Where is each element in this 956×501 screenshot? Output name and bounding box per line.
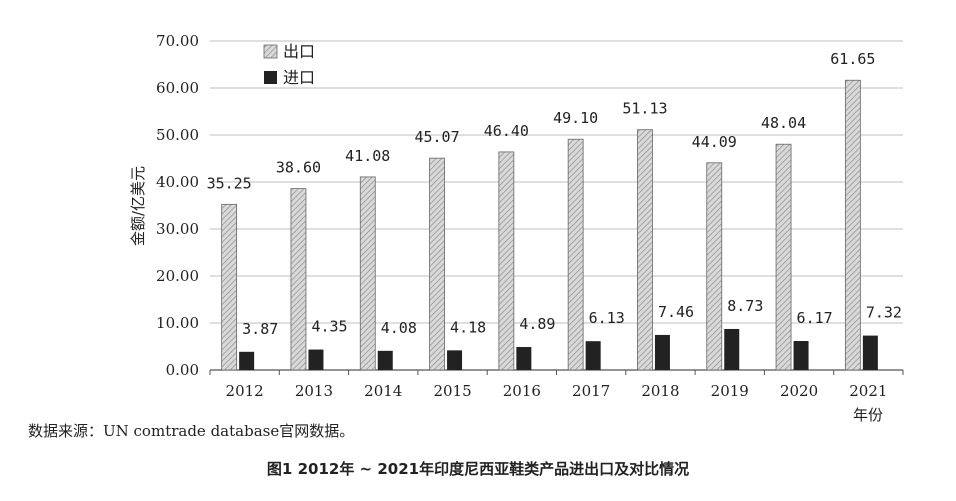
bar-import-2012 xyxy=(239,351,255,370)
data-label-import-2019: 8.73 xyxy=(727,297,763,315)
data-label-export-2019: 44.09 xyxy=(692,133,737,151)
bar-export-2013 xyxy=(290,188,307,371)
bar-import-2016 xyxy=(516,347,532,370)
bar-export-2015 xyxy=(429,157,445,371)
legend: 出口 进口 xyxy=(263,42,315,87)
source-note: 数据来源：UN comtrade database官网数据。 xyxy=(28,422,355,440)
grid-lines xyxy=(210,40,903,324)
bar-import-2013 xyxy=(308,349,324,370)
data-label-import-2015: 4.18 xyxy=(450,318,486,336)
y-tick-label: 40.00 xyxy=(156,173,199,191)
y-tick-label: 10.00 xyxy=(156,314,199,332)
y-tick-label: 0.00 xyxy=(166,361,199,379)
bar-export-2014 xyxy=(359,176,376,371)
bar-export-2018 xyxy=(637,129,653,371)
data-label-export-2017: 49.10 xyxy=(553,109,598,127)
data-label-import-2013: 4.35 xyxy=(311,318,347,336)
data-labels: 35.25 3.87 38.60 4.35 41.08 4.08 45.07 4.18 46.4… xyxy=(207,50,902,338)
bar-import-2018 xyxy=(654,334,670,370)
data-label-import-2014: 4.08 xyxy=(381,319,417,337)
figure-caption: 图1 2012年 ~ 2021年印度尼西亚鞋类产品进出口及对比情况 xyxy=(266,460,690,478)
data-label-export-2012: 35.25 xyxy=(207,174,252,192)
y-tick-label: 70.00 xyxy=(156,32,199,50)
y-tick-label: 30.00 xyxy=(156,220,199,238)
x-tick-label: 2012 xyxy=(226,382,264,400)
data-label-import-2016: 4.89 xyxy=(519,315,555,333)
data-label-import-2021: 7.32 xyxy=(866,304,902,322)
data-label-import-2020: 6.17 xyxy=(797,309,833,327)
legend-swatch-import xyxy=(264,71,277,84)
bar-chart: 0.00 10.00 20.00 30.00 40.00 50.00 60.00 70.00 2… xyxy=(129,32,904,424)
legend-swatch-export xyxy=(263,44,278,59)
data-label-import-2018: 7.46 xyxy=(658,303,694,321)
bar-import-2021 xyxy=(862,335,878,370)
bar-export-2012 xyxy=(221,203,238,371)
x-axis-label: 年份 xyxy=(853,406,883,424)
x-tick-label: 2016 xyxy=(503,382,541,400)
bar-export-2021 xyxy=(844,79,861,371)
data-label-import-2017: 6.13 xyxy=(589,309,625,327)
data-label-export-2015: 45.07 xyxy=(414,128,459,146)
data-label-export-2016: 46.40 xyxy=(484,122,529,140)
y-tick-label: 60.00 xyxy=(156,79,199,97)
data-label-export-2014: 41.08 xyxy=(345,147,390,165)
bar-import-2015 xyxy=(447,350,463,370)
data-label-export-2018: 51.13 xyxy=(622,100,667,118)
x-tick-label: 2018 xyxy=(641,382,679,400)
bar-import-2020 xyxy=(793,341,809,370)
bar-export-2020 xyxy=(775,143,792,371)
data-label-export-2020: 48.04 xyxy=(761,114,806,132)
bar-import-2017 xyxy=(585,341,601,370)
x-tick-label: 2020 xyxy=(780,382,818,400)
bars xyxy=(221,79,878,371)
legend-label-export: 出口 xyxy=(283,42,315,61)
data-label-import-2012: 3.87 xyxy=(242,320,278,338)
x-tick-label: 2014 xyxy=(364,382,402,400)
x-tick-label: 2019 xyxy=(711,382,749,400)
bar-export-2016 xyxy=(498,151,515,371)
bar-import-2019 xyxy=(724,328,740,370)
bar-export-2019 xyxy=(706,162,723,371)
data-label-export-2013: 38.60 xyxy=(276,159,321,177)
data-label-export-2021: 61.65 xyxy=(830,50,875,68)
y-tick-label: 50.00 xyxy=(156,126,199,144)
legend-label-import: 进口 xyxy=(283,68,315,87)
x-tick-label: 2013 xyxy=(295,382,333,400)
y-tick-label: 20.00 xyxy=(156,267,199,285)
bar-import-2014 xyxy=(377,350,393,370)
bar-export-2017 xyxy=(567,138,584,371)
axes: 0.00 10.00 20.00 30.00 40.00 50.00 60.00 70.00 2… xyxy=(156,32,904,400)
x-tick-label: 2021 xyxy=(849,382,887,400)
x-tick-label: 2015 xyxy=(433,382,471,400)
y-axis-label: 金额/亿美元 xyxy=(129,166,147,246)
x-tick-label: 2017 xyxy=(572,382,610,400)
